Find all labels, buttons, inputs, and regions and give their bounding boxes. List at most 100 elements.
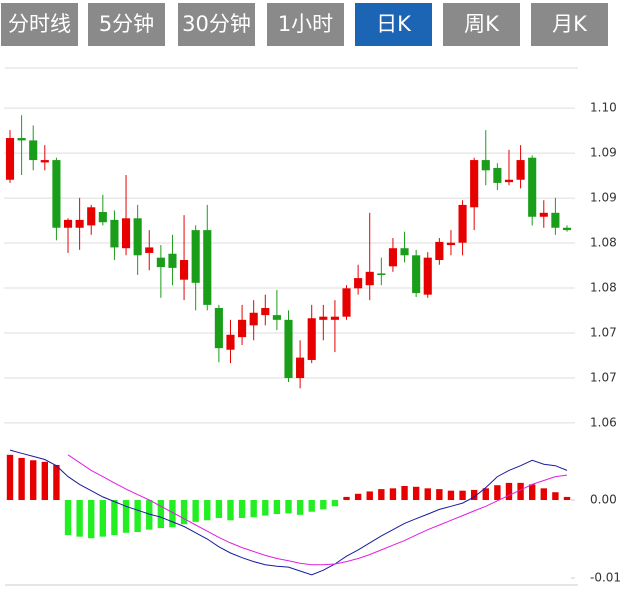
y-tick-label: 1.07: [590, 370, 617, 384]
candle-body: [156, 257, 165, 268]
candle-body: [238, 319, 247, 338]
candle-body: [412, 255, 421, 294]
candle-body: [388, 248, 397, 267]
candle-body: [307, 318, 316, 360]
y-tick-label: 1.07: [590, 325, 617, 339]
candle-body: [493, 167, 502, 183]
candle-body: [377, 273, 386, 275]
macd-bar: [296, 500, 304, 515]
candle-body: [446, 242, 456, 246]
candle-body: [562, 227, 572, 231]
y-tick-label: 1.10: [590, 101, 617, 115]
macd-bar: [401, 485, 408, 501]
macd-bar: [99, 500, 107, 537]
macd-bar: [285, 500, 292, 514]
period-tab[interactable]: 日K: [355, 3, 432, 46]
candle-body: [180, 260, 189, 280]
candle-body: [354, 278, 363, 289]
macd-bar: [250, 500, 257, 518]
macd-bar: [436, 489, 443, 501]
dea-line: [67, 454, 568, 566]
macd-bar: [528, 484, 536, 501]
candle-body: [296, 357, 305, 379]
macd-bar: [540, 488, 547, 501]
macd-bar: [6, 454, 14, 501]
candle-body: [539, 212, 548, 217]
macd-bar: [192, 500, 199, 522]
candle-body: [551, 212, 560, 228]
candle-body: [133, 218, 142, 256]
macd-bar: [88, 500, 95, 539]
macd-bar: [273, 500, 281, 515]
period-tab[interactable]: 分时线: [1, 3, 78, 46]
period-tab[interactable]: 1小时: [267, 3, 344, 46]
macd-bar: [447, 490, 455, 501]
macd-bar: [53, 464, 60, 501]
dif-line: [9, 449, 568, 576]
candle-body: [458, 204, 467, 243]
y-tick-label: 1.08: [590, 236, 617, 250]
macd-bar: [354, 493, 362, 501]
candle-body: [98, 212, 107, 223]
macd-bar: [505, 482, 513, 501]
macd-bar: [459, 490, 466, 501]
period-tab[interactable]: 月K: [531, 3, 608, 46]
candle-body: [284, 319, 293, 379]
candle-body: [528, 157, 537, 217]
candle-body: [504, 179, 514, 183]
candle-body: [516, 160, 525, 180]
period-tab[interactable]: 5分钟: [88, 3, 165, 46]
candle-body: [203, 230, 212, 305]
candle-body: [52, 160, 61, 228]
macd-bar: [169, 500, 176, 528]
candle-body: [87, 207, 96, 226]
macd-bar: [470, 489, 478, 501]
period-tab[interactable]: 周K: [443, 3, 520, 46]
candle-body: [319, 316, 328, 320]
macd-bar: [122, 500, 130, 533]
candle-body: [121, 218, 131, 249]
candle-body: [365, 271, 374, 286]
candle-body: [249, 312, 258, 326]
macd-bar: [146, 500, 153, 530]
macd-bar: [320, 500, 327, 510]
macd-bar: [494, 485, 501, 501]
macd-bar: [157, 500, 165, 529]
macd-bar: [424, 488, 431, 501]
macd-bar: [482, 488, 489, 501]
candle-body: [75, 219, 84, 228]
macd-bar: [412, 486, 420, 501]
macd-bar: [215, 500, 223, 518]
macd-bar: [378, 489, 385, 501]
candle-body: [29, 140, 38, 161]
macd-bar: [517, 482, 524, 501]
macd-bar: [180, 500, 188, 525]
macd-bar: [238, 500, 246, 518]
period-tab[interactable]: 30分钟: [178, 3, 255, 46]
macd-bar: [41, 461, 49, 501]
candle-body: [110, 219, 119, 248]
macd-bar: [262, 500, 269, 516]
candle-body: [214, 308, 223, 349]
macd-bar: [64, 500, 72, 536]
macd-bar: [563, 496, 571, 501]
macd-bar: [308, 500, 315, 512]
candle-body: [481, 160, 490, 171]
candle-body: [145, 247, 154, 253]
y-tick-label: 1.09: [590, 191, 617, 205]
candle-body: [470, 160, 479, 208]
macd-bar: [227, 500, 234, 521]
macd-bar: [331, 500, 339, 507]
candle-body: [191, 230, 200, 283]
candle-body: [330, 316, 339, 320]
y-tick-label: 1.08: [590, 281, 617, 295]
candle-body: [5, 138, 15, 180]
candle-body: [226, 334, 235, 350]
macd-bar: [134, 500, 141, 532]
macd-bar: [366, 491, 373, 501]
macd-bar: [30, 460, 37, 501]
candle-body: [342, 288, 351, 317]
macd-bar: [111, 500, 118, 536]
